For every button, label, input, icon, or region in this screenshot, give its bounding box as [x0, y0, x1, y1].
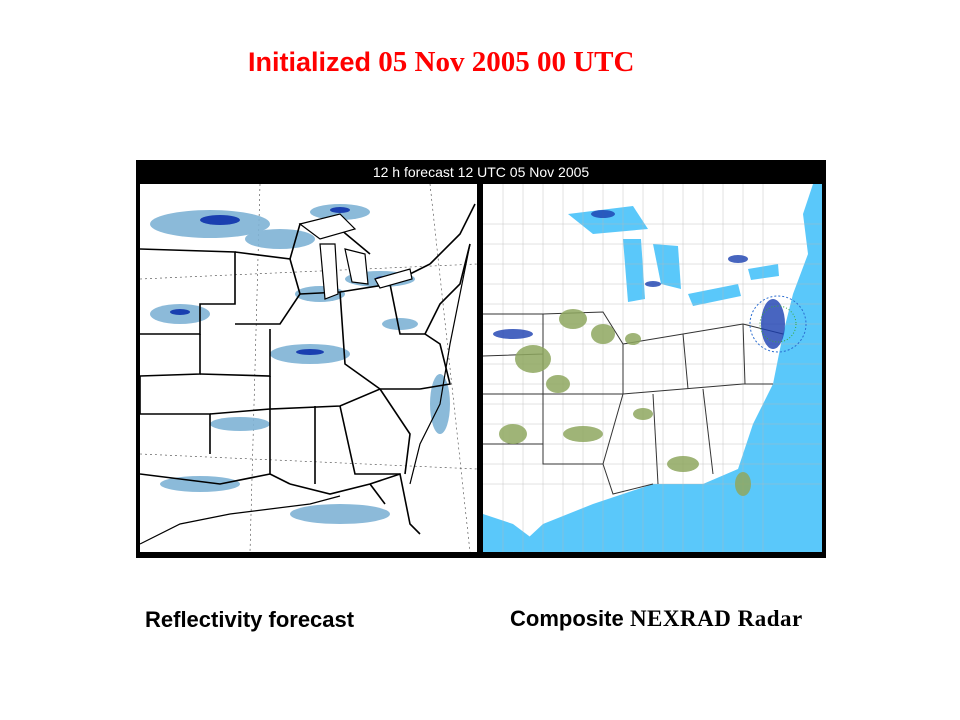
figure-header: 12 h forecast 12 UTC 05 Nov 2005	[372, 164, 590, 180]
caption-composite: Composite	[510, 606, 624, 631]
caption-composite-radar: Composite NEXRAD Radar	[510, 606, 803, 632]
radar-map-image	[483, 184, 822, 552]
caption-nexrad-radar: NEXRAD Radar	[623, 606, 803, 631]
forecast-map-panel	[140, 184, 477, 552]
caption-reflectivity-forecast: Reflectivity forecast	[145, 607, 355, 632]
title-initialized: Initialized	[248, 47, 372, 77]
slide-title: Initialized 05 Nov 2005 00 UTC	[248, 46, 634, 79]
radar-map-panel	[483, 184, 822, 552]
forecast-comparison-figure: 12 h forecast 12 UTC 05 Nov 2005	[136, 160, 826, 558]
forecast-map-image	[140, 184, 477, 552]
title-date: 05 Nov 2005 00 UTC	[371, 46, 635, 78]
